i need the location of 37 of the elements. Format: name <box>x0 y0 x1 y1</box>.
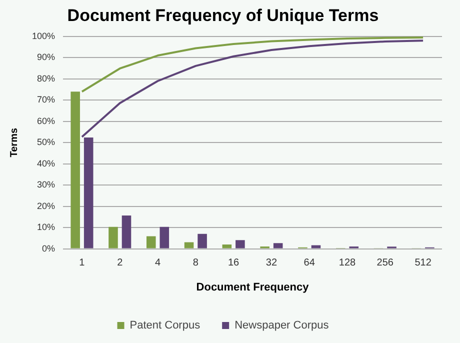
y-tick-label: 30% <box>37 180 56 190</box>
bar <box>236 240 245 248</box>
x-tick-label: 128 <box>338 258 356 269</box>
bar <box>160 226 170 248</box>
bar <box>273 243 283 248</box>
x-tick-label: 256 <box>376 258 394 269</box>
y-tick-label: 100% <box>32 30 56 41</box>
y-tick-label: 20% <box>37 200 56 211</box>
y-tick-label: 10% <box>37 222 56 232</box>
x-axis-title: Document Frequency <box>196 281 310 294</box>
bar <box>311 245 321 248</box>
y-tick-label: 70% <box>37 94 56 105</box>
x-tick-label: 16 <box>228 258 240 269</box>
legend-label: Patent Corpus <box>130 320 201 332</box>
bar <box>108 226 118 248</box>
bar <box>146 236 156 248</box>
chart-title: Document Frequency of Unique Terms <box>67 6 379 25</box>
y-tick-label: 90% <box>37 52 56 62</box>
x-tick-label: 64 <box>304 258 316 269</box>
x-tick-label: 512 <box>414 258 432 269</box>
y-tick-label: 0% <box>42 243 56 254</box>
y-axis-title: Terms <box>8 128 20 158</box>
y-tick-label: 40% <box>37 158 56 168</box>
x-tick-label: 8 <box>192 258 199 269</box>
y-tick-label: 50% <box>37 137 56 148</box>
bar <box>184 242 194 248</box>
y-tick-label: 60% <box>37 116 56 126</box>
y-tick-label: 80% <box>37 73 56 84</box>
bar <box>70 92 80 248</box>
x-tick-label: 2 <box>117 258 124 269</box>
x-tick-label: 4 <box>154 258 161 269</box>
bar <box>198 234 207 248</box>
x-tick-label: 1 <box>79 258 86 269</box>
bar <box>122 215 132 248</box>
bar <box>222 244 232 248</box>
x-tick-label: 32 <box>266 258 278 269</box>
legend-label: Newspaper Corpus <box>234 320 330 332</box>
